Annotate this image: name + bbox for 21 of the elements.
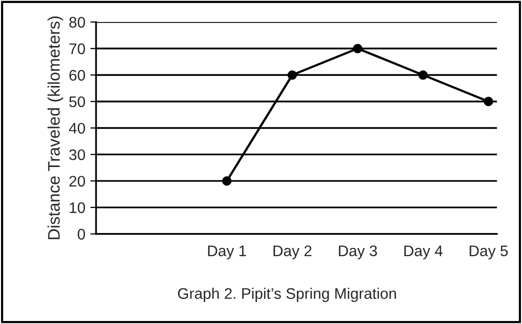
y-tick-label: 80 — [69, 16, 86, 28]
point — [288, 70, 297, 80]
text: Graph 2. Pipit’s Spring Migration — [178, 288, 396, 302]
point — [418, 70, 428, 80]
y-tick-label: 10 — [70, 202, 86, 214]
point — [222, 176, 232, 186]
y-tick-label: 40 — [68, 122, 86, 134]
x-tick-label: Day 2 — [274, 245, 312, 260]
y-tick-label: 30 — [69, 149, 86, 160]
point — [484, 96, 494, 106]
x-tick-label: Day 5 — [470, 246, 508, 260]
y-tick-label: 20 — [69, 176, 86, 187]
y-tick-label: 50 — [69, 96, 86, 108]
x-tick-label: Day 3 — [338, 245, 377, 260]
y-tick-label: 70 — [69, 43, 86, 54]
y-tick-label: 60 — [69, 70, 86, 81]
x-tick-label: Day 4 — [404, 246, 443, 260]
x-tick-label: Day 1 — [208, 246, 246, 260]
y-tick-label: 0 — [78, 228, 86, 240]
point — [352, 44, 362, 54]
y-axis-title: Distance Traveled (kilometers) — [48, 16, 64, 240]
